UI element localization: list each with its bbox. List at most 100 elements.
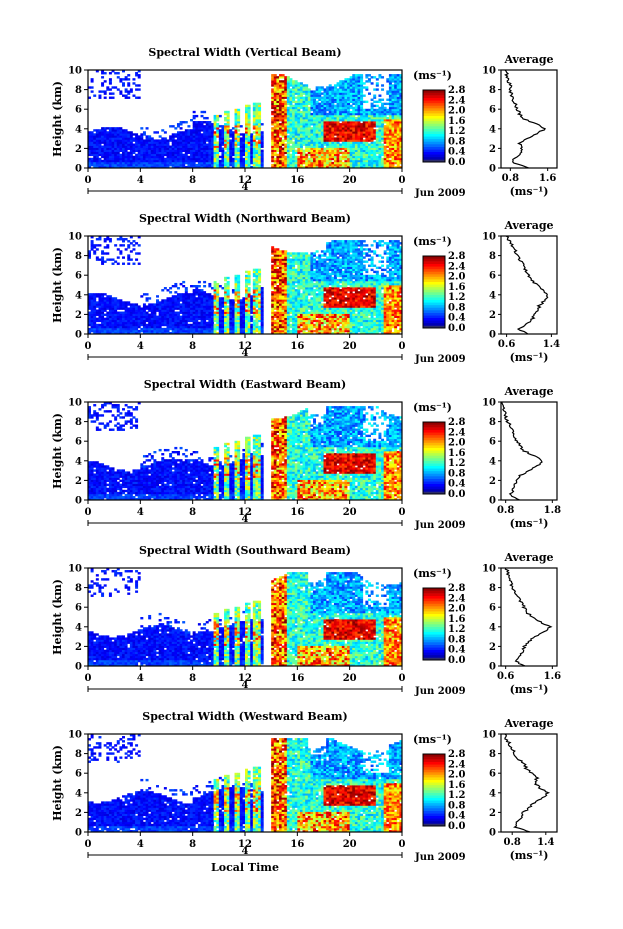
heatmap-cell <box>187 319 191 323</box>
heatmap-cell <box>98 325 102 329</box>
heatmap-cell <box>378 94 382 97</box>
heatmap-cell <box>388 161 392 165</box>
heatmap-cell <box>163 303 167 306</box>
heatmap-cell <box>98 90 102 93</box>
heatmap-cell <box>289 104 293 108</box>
heatmap-cell <box>224 119 228 122</box>
heatmap-cell <box>273 127 277 130</box>
heatmap-cell <box>386 125 390 128</box>
heatmap-cell <box>218 165 222 169</box>
heatmap-cell <box>362 155 366 159</box>
heatmap-cell <box>108 80 112 83</box>
heatmap-cell <box>129 303 133 306</box>
heatmap-cell <box>132 139 136 142</box>
heatmap-cell <box>273 331 277 335</box>
heatmap-cell <box>184 323 188 327</box>
heatmap-cell <box>352 155 356 159</box>
heatmap-cell <box>323 135 327 138</box>
heatmap-cell <box>365 157 369 161</box>
heatmap-cell <box>101 127 105 130</box>
heatmap-cell <box>208 313 212 316</box>
heatmap-cell <box>205 315 209 319</box>
heatmap-cell <box>344 112 348 116</box>
heatmap-cell <box>174 157 178 161</box>
heatmap-cell <box>166 297 170 300</box>
heatmap-cell <box>289 133 293 136</box>
heatmap-cell <box>373 129 377 132</box>
heatmap-cell <box>381 163 385 167</box>
heatmap-cell <box>174 161 178 165</box>
heatmap-cell <box>245 165 248 169</box>
heatmap-cell <box>370 123 374 126</box>
heatmap-cell <box>360 139 364 142</box>
heatmap-cell <box>331 131 335 134</box>
heatmap-cell <box>386 165 390 169</box>
heatmap-cell <box>373 155 377 159</box>
heatmap-cell <box>210 317 214 321</box>
heatmap-cell <box>187 323 191 327</box>
heatmap-cell <box>234 291 238 294</box>
heatmap-cell <box>381 129 385 132</box>
heatmap-cell <box>315 90 319 93</box>
heatmap-cell <box>292 137 296 140</box>
heatmap-cell <box>231 135 235 138</box>
heatmap-cell <box>127 244 131 247</box>
heatmap-cell <box>187 303 191 306</box>
heatmap-cell <box>221 143 225 146</box>
heatmap-cell <box>396 153 400 157</box>
heatmap-cell <box>88 301 91 304</box>
heatmap-cell <box>349 137 353 140</box>
heatmap-cell <box>247 161 251 165</box>
heatmap-cell <box>341 153 345 157</box>
heatmap-cell <box>341 102 345 106</box>
heatmap-cell <box>313 108 316 112</box>
heatmap-cell <box>255 163 259 167</box>
heatmap-cell <box>114 151 118 155</box>
heatmap-cell <box>339 116 343 120</box>
heatmap-cell <box>226 114 230 118</box>
heatmap-cell <box>137 70 141 73</box>
heatmap-cell <box>190 285 194 288</box>
heatmap-cell <box>98 163 102 167</box>
heatmap-cell <box>273 88 277 91</box>
heatmap-cell <box>226 112 230 116</box>
heatmap-cell <box>200 297 204 300</box>
heatmap-cell <box>237 311 241 314</box>
heatmap-cell <box>216 301 220 304</box>
heatmap-cell <box>315 88 319 91</box>
heatmap-cell <box>315 133 319 136</box>
heatmap-cell <box>386 137 390 140</box>
heatmap-cell <box>213 151 217 155</box>
heatmap-cell <box>399 106 403 110</box>
heatmap-cell <box>234 137 238 140</box>
heatmap-cell <box>378 121 382 124</box>
heatmap-cell <box>292 149 296 153</box>
heatmap-cell <box>210 327 214 331</box>
heatmap-cell <box>289 96 293 99</box>
heatmap-cell <box>171 143 175 146</box>
heatmap-cell <box>158 305 162 308</box>
heatmap-cell <box>386 119 390 122</box>
heatmap-cell <box>245 123 248 126</box>
heatmap-cell <box>273 163 277 167</box>
heatmap-cell <box>323 100 327 104</box>
heatmap-cell <box>150 155 154 159</box>
heatmap-cell <box>252 104 256 108</box>
heatmap-cell <box>182 163 186 167</box>
heatmap-cell <box>388 88 392 91</box>
heatmap-cell <box>116 137 120 140</box>
heatmap-cell <box>93 252 97 255</box>
heatmap-cell <box>221 287 225 290</box>
heatmap-cell <box>299 94 303 97</box>
heatmap-cell <box>354 127 358 130</box>
heatmap-cell <box>399 147 403 150</box>
heatmap-cell <box>388 90 392 93</box>
heatmap-cell <box>297 102 301 106</box>
heatmap-cell <box>281 129 285 132</box>
heatmap-cell <box>103 157 107 161</box>
heatmap-cell <box>221 317 225 321</box>
heatmap-cell <box>190 133 194 136</box>
heatmap-cell <box>271 321 275 325</box>
heatmap-cell <box>103 141 107 144</box>
heatmap-cell <box>252 149 256 153</box>
